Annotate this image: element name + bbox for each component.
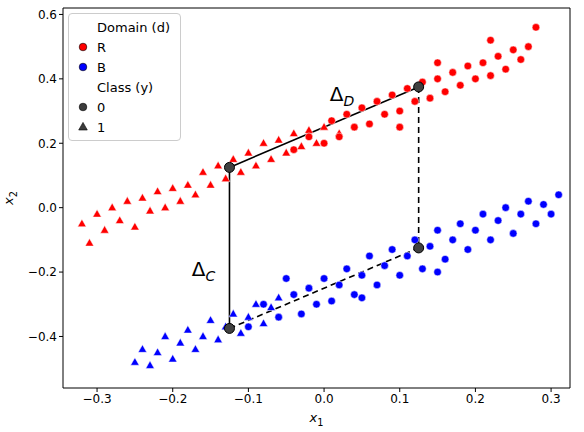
svg-text:0.2: 0.2 (38, 137, 57, 151)
svg-text:0.0: 0.0 (315, 392, 334, 406)
svg-text:ΔD: ΔD (330, 82, 355, 109)
svg-text:ΔC: ΔC (192, 257, 216, 284)
svg-text:0.4: 0.4 (38, 72, 57, 86)
svg-text:0.6: 0.6 (38, 8, 57, 22)
svg-text:0.0: 0.0 (38, 201, 57, 215)
svg-text:0.3: 0.3 (542, 392, 561, 406)
svg-text:−0.2: −0.2 (28, 265, 57, 279)
html-text:2: 2 (7, 191, 19, 198)
svg-text:0.2: 0.2 (466, 392, 485, 406)
html-text:x1: x1 (309, 410, 324, 428)
html-text:Domain (d): Domain (d) (97, 19, 170, 35)
html-text:R: R (97, 39, 106, 55)
svg-text:0.1: 0.1 (390, 392, 409, 406)
html-text:B: B (97, 59, 106, 75)
svg-text:−0.2: −0.2 (158, 392, 187, 406)
html-text:Class (y): Class (y) (97, 79, 154, 95)
svg-text:−0.4: −0.4 (28, 330, 57, 344)
svg-text:−0.3: −0.3 (82, 392, 111, 406)
html-text:x: x (1, 197, 17, 205)
html-text:0: 0 (97, 99, 106, 115)
html-text:1: 1 (97, 119, 106, 135)
svg-text:−0.1: −0.1 (234, 392, 263, 406)
